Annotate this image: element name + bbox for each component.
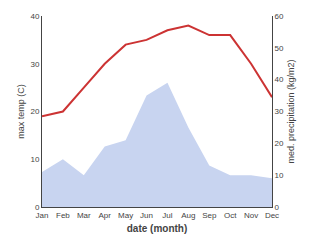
svg-text:40: 40 <box>275 75 284 84</box>
svg-text:Oct: Oct <box>224 211 237 220</box>
svg-text:60: 60 <box>275 12 284 21</box>
svg-text:Apr: Apr <box>99 211 112 220</box>
svg-text:date (month): date (month) <box>127 223 188 234</box>
svg-text:50: 50 <box>275 44 284 53</box>
svg-text:Sep: Sep <box>202 211 217 220</box>
svg-text:0: 0 <box>275 203 280 212</box>
svg-text:30: 30 <box>30 60 39 69</box>
svg-text:30: 30 <box>275 107 284 116</box>
svg-text:40: 40 <box>30 12 39 21</box>
svg-text:Jul: Jul <box>162 211 172 220</box>
svg-text:20: 20 <box>275 139 284 148</box>
svg-text:med. precipitation (kg/m2): med. precipitation (kg/m2) <box>286 59 296 163</box>
svg-text:Feb: Feb <box>56 211 70 220</box>
svg-text:Aug: Aug <box>181 211 195 220</box>
svg-text:Dec: Dec <box>265 211 279 220</box>
svg-text:20: 20 <box>30 107 39 116</box>
svg-text:Mar: Mar <box>77 211 91 220</box>
svg-text:10: 10 <box>275 171 284 180</box>
svg-text:Jan: Jan <box>36 211 49 220</box>
svg-text:Nov: Nov <box>244 211 258 220</box>
svg-text:max temp (C): max temp (C) <box>16 84 26 139</box>
svg-text:May: May <box>118 211 133 220</box>
svg-text:0: 0 <box>35 203 40 212</box>
svg-text:10: 10 <box>30 155 39 164</box>
svg-text:Jun: Jun <box>140 211 153 220</box>
